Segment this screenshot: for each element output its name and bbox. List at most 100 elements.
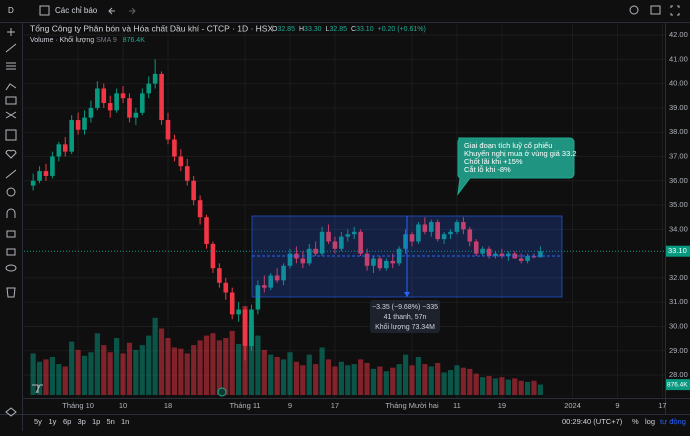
range-button[interactable]: 5y [34, 417, 42, 426]
trend-line[interactable] [5, 43, 17, 53]
earnings-marker[interactable] [217, 387, 227, 397]
trash[interactable] [6, 287, 16, 298]
volume-bar [261, 349, 267, 395]
scale-option[interactable]: tự động [660, 417, 686, 426]
candle-body [140, 93, 145, 113]
volume-bar [492, 378, 499, 395]
candle-body [159, 73, 164, 121]
candle-body [88, 107, 94, 118]
candle-body [403, 234, 408, 249]
candle-body [493, 253, 498, 257]
volume-bar [133, 349, 139, 395]
ohlc-key: C [351, 26, 356, 33]
indicators-button[interactable]: Các chỉ báo [55, 6, 98, 15]
volume-bar [460, 367, 466, 395]
ohlc-change: +0.20 (+0.61%) [378, 26, 426, 33]
candle-body [165, 120, 171, 140]
price-tag-label: 33.10 [668, 246, 687, 255]
brush-tool[interactable] [5, 129, 17, 141]
callout-line: Khuyến nghị mua ở vùng giá 33.2 [464, 149, 577, 158]
volume-bar [364, 362, 370, 395]
volume-bar [120, 353, 126, 395]
candle-body [351, 231, 357, 235]
crosshair[interactable] [7, 28, 15, 36]
candle-body [448, 231, 453, 235]
range-button[interactable]: 3p [78, 417, 86, 426]
snapshot[interactable] [650, 5, 661, 15]
candle-body [538, 251, 543, 258]
volume-bar [319, 347, 325, 395]
visibility[interactable] [5, 264, 17, 272]
x-tick-label: 9 [288, 401, 292, 410]
volume-bar [229, 330, 235, 395]
measure-change: −3.35 (−9.68%) −335 [372, 304, 438, 311]
ohlc-value: 32.85 [329, 26, 347, 33]
candle-body [326, 231, 331, 242]
range-button[interactable]: 6p [63, 417, 71, 426]
interval-button[interactable]: D [8, 6, 14, 15]
volume-bar [473, 373, 479, 395]
range-button[interactable]: 1n [121, 417, 129, 426]
candle-body [43, 171, 49, 176]
undo[interactable] [108, 7, 115, 15]
magnet[interactable] [6, 208, 16, 218]
scale-option[interactable]: % [632, 417, 639, 426]
candle-body [62, 144, 68, 152]
candle-body [236, 309, 241, 315]
zoom[interactable] [6, 187, 16, 197]
candle-body [249, 309, 254, 346]
fullscreen[interactable] [670, 5, 680, 16]
x-tick-label: Tháng Mười hai [385, 401, 439, 410]
candle-body [191, 180, 196, 201]
volume-bar [390, 367, 396, 395]
object-tree[interactable] [5, 407, 17, 417]
y-tick-label: 35.00 [669, 200, 688, 209]
fib-tool[interactable] [6, 62, 16, 70]
settings[interactable] [629, 5, 639, 15]
volume-bar [255, 335, 261, 395]
volume-bar [216, 340, 222, 395]
candle-body [50, 156, 55, 176]
chart-title: Tổng Công ty Phân bón và Hóa chất Dầu kh… [30, 23, 273, 33]
volume-bar [126, 342, 133, 395]
volume-bar [531, 380, 537, 395]
x-tick-label: Tháng 10 [62, 401, 94, 410]
clock: 00:29:40 (UTC+7) [562, 417, 623, 426]
candle-body [133, 112, 139, 118]
candle-body [210, 243, 216, 269]
candle-body [531, 256, 537, 258]
range-button[interactable]: 1y [49, 417, 57, 426]
lock-all[interactable] [6, 248, 16, 256]
candle-body [30, 180, 36, 186]
candle-body [377, 258, 383, 269]
favorites[interactable] [5, 149, 17, 159]
indicators-icon[interactable] [39, 5, 50, 16]
candle-body [120, 93, 126, 99]
candle-body [473, 241, 479, 254]
measure-tool[interactable] [5, 111, 17, 119]
redo[interactable] [129, 7, 136, 15]
ruler[interactable] [5, 169, 17, 179]
measure-bars: 41 thanh, 57n [384, 314, 427, 321]
volume-bar [447, 370, 454, 395]
range-button[interactable]: 5n [107, 417, 115, 426]
volume-bar [236, 343, 242, 395]
x-tick-label: 9 [615, 401, 619, 410]
ohlc-value: 32.85 [277, 26, 295, 33]
range-button[interactable]: 1p [92, 417, 100, 426]
x-tick-label: 2024 [564, 401, 581, 410]
volume-bar [377, 366, 383, 395]
scale-option[interactable]: log [645, 417, 655, 426]
text-tool[interactable] [5, 96, 17, 105]
volume-bar [203, 335, 210, 395]
pattern-tool[interactable] [5, 83, 17, 91]
ohlc-key: L [326, 26, 330, 33]
volume-bar [171, 347, 178, 395]
y-tick-label: 30.00 [669, 321, 688, 330]
candle-body [409, 234, 415, 242]
volume-bar [280, 359, 287, 395]
drawing-tools [5, 28, 17, 417]
lock[interactable] [6, 230, 16, 238]
price-tag [666, 245, 690, 257]
callout[interactable] [457, 137, 575, 196]
